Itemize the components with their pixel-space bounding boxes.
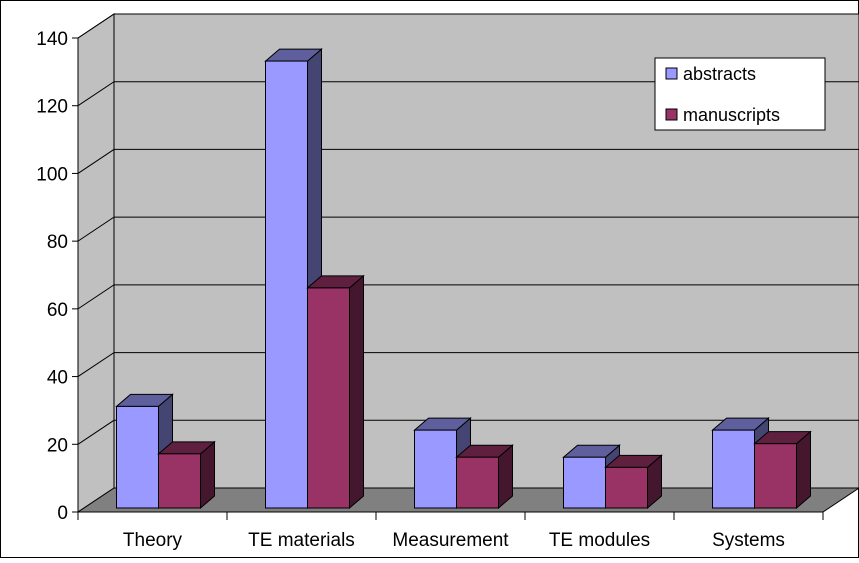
gridline [77, 81, 859, 107]
bar-front-face [563, 456, 606, 509]
x-tick-label: Theory [123, 530, 183, 551]
legend-box [654, 57, 826, 131]
bar-front-face [754, 443, 797, 509]
legend-label-manuscripts: manuscripts [683, 105, 780, 125]
gridlines [77, 13, 859, 445]
gridline [77, 13, 859, 39]
bars [115, 47, 812, 510]
side-wall [77, 13, 115, 513]
bar-front-face [456, 456, 499, 509]
axes [72, 37, 824, 520]
y-tick-label: 120 [36, 97, 68, 118]
x-tick-label: Measurement [392, 530, 509, 551]
gridline [77, 352, 859, 377]
x-tick-label: TE modules [549, 530, 650, 551]
bar-front-face [414, 429, 457, 509]
bar-front-face [158, 453, 201, 509]
y-tick-label: 80 [47, 232, 68, 253]
y-tick-label: 20 [47, 435, 68, 456]
gridline [77, 419, 859, 445]
bar-side-face [349, 274, 364, 510]
bar-front-face [116, 405, 159, 509]
gridline [77, 148, 859, 174]
y-tick-label: 60 [47, 300, 68, 321]
bar-manuscripts-systems [753, 430, 812, 510]
bar-front-face [712, 429, 755, 509]
bar-front-face [605, 466, 648, 509]
bar-front-face [265, 60, 308, 509]
gridline [77, 216, 859, 242]
gridline [77, 284, 859, 310]
legend-swatch-abstracts [665, 67, 678, 80]
bar-manuscripts-theory [157, 440, 216, 510]
bar-side-face [796, 430, 811, 510]
legend: abstracts manuscripts [654, 57, 826, 131]
axis-labels: 0 20 40 60 80 100 120 140 Theory TE materials Meas… [36, 29, 785, 551]
y-tick-label: 140 [36, 29, 68, 50]
bar-manuscripts-te-materials [306, 274, 365, 510]
y-tick-label: 40 [47, 368, 68, 389]
bar-abstracts-te-materials [264, 47, 323, 510]
y-tick-label: 100 [36, 164, 68, 185]
legend-swatch-manuscripts [665, 108, 678, 121]
y-tick-label: 0 [57, 503, 68, 524]
bar-manuscripts-measurement [455, 444, 514, 510]
x-tick-label: Systems [712, 530, 785, 551]
bar-front-face [307, 287, 350, 509]
bar-manuscripts-te-modules [604, 454, 663, 510]
x-tick-label: TE materials [248, 530, 355, 551]
legend-label-abstracts: abstracts [683, 64, 756, 84]
